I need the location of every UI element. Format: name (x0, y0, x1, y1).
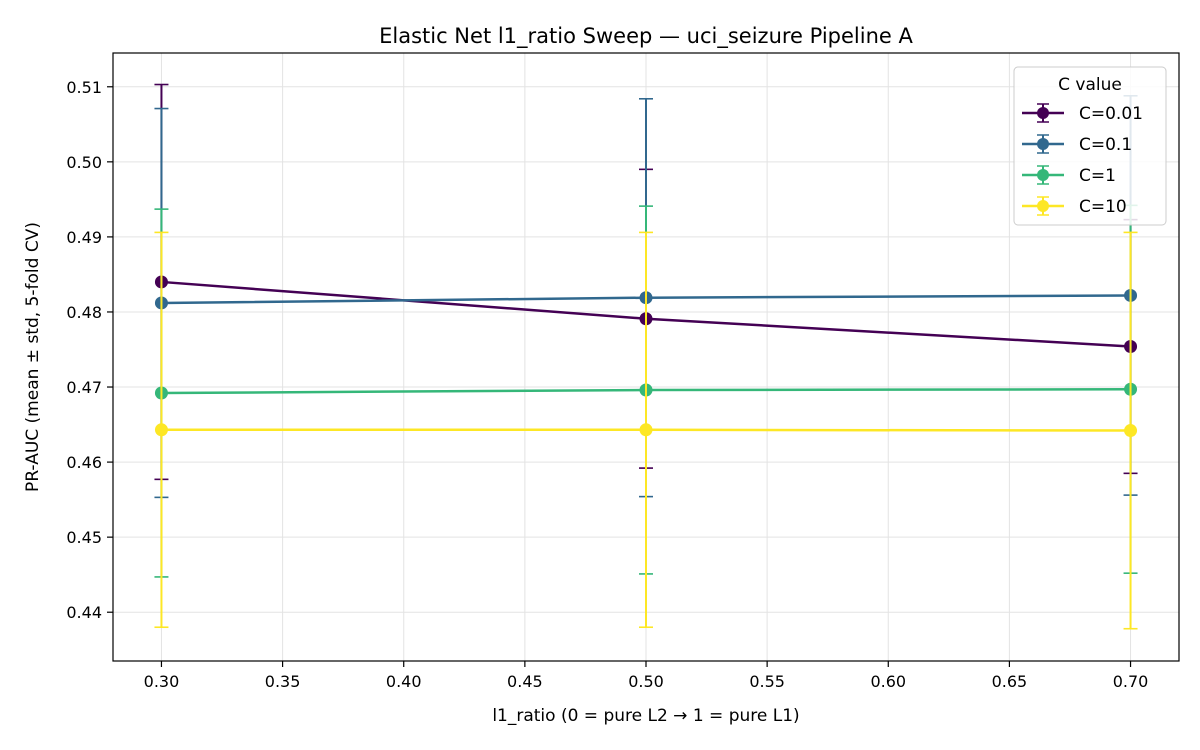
legend-label: C=10 (1079, 197, 1127, 217)
data-point (639, 423, 653, 437)
legend-marker (1037, 169, 1049, 181)
y-tick-label: 0.51 (66, 78, 102, 97)
y-tick-label: 0.47 (66, 378, 102, 397)
x-tick-label: 0.65 (992, 672, 1028, 691)
plot-series (154, 83, 1138, 630)
x-tick-label: 0.35 (265, 672, 301, 691)
y-tick-label: 0.44 (66, 603, 102, 622)
x-tick-label: 0.30 (144, 672, 180, 691)
y-tick-label: 0.46 (66, 453, 102, 472)
x-axis-label: l1_ratio (0 = pure L2 → 1 = pure L1) (492, 706, 799, 726)
x-tick-label: 0.70 (1113, 672, 1149, 691)
y-tick-label: 0.48 (66, 303, 102, 322)
y-axis-label: PR-AUC (mean ± std, 5-fold CV) (23, 222, 43, 492)
y-tick-label: 0.49 (66, 228, 102, 247)
legend-items: C=0.01 C=0.1 C=1 C=10 (1022, 103, 1143, 217)
legend-item: C=10 (1022, 196, 1127, 217)
legend-label: C=0.01 (1079, 104, 1143, 124)
legend-item: C=0.01 (1022, 103, 1143, 124)
legend-box (1013, 66, 1167, 226)
legend-label: C=0.1 (1079, 135, 1132, 155)
legend-label: C=1 (1079, 166, 1116, 186)
y-tick-label: 0.50 (66, 153, 102, 172)
legend-marker (1037, 138, 1049, 150)
x-tick-label: 0.55 (749, 672, 785, 691)
legend-marker (1037, 107, 1049, 119)
x-tick-label: 0.45 (507, 672, 543, 691)
x-tick-label: 0.60 (870, 672, 906, 691)
chart-title: Elastic Net l1_ratio Sweep — uci_seizure… (379, 24, 913, 49)
series-C=10 (154, 231, 1138, 630)
y-tick-label: 0.45 (66, 528, 102, 547)
axis-ticks: 0.30 0.35 0.40 0.45 0.50 0.55 0.60 0.65 0.70 0.44… (66, 78, 1148, 691)
legend-item: C=1 (1022, 165, 1116, 186)
legend: C value C=0.01 C=0.1 C=1 C=10 (1013, 66, 1167, 226)
x-tick-label: 0.40 (386, 672, 422, 691)
data-point (154, 423, 168, 437)
legend-item: C=0.1 (1022, 134, 1132, 155)
legend-title: C value (1058, 75, 1122, 95)
data-point (1124, 424, 1138, 438)
legend-marker (1037, 200, 1049, 212)
x-tick-label: 0.50 (628, 672, 664, 691)
